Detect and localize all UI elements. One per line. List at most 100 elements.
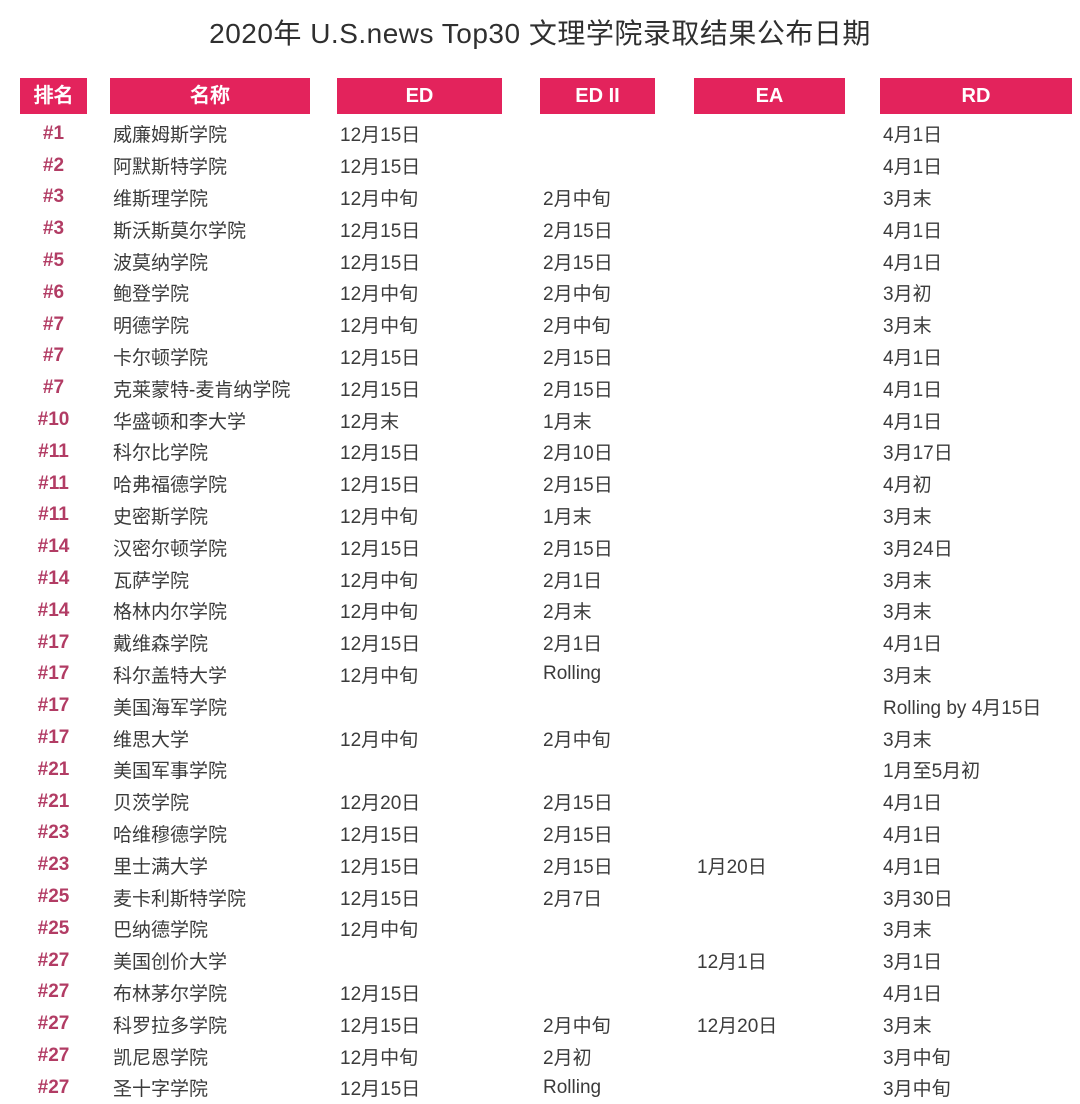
- table-row: #3 斯沃斯莫尔学院 12月15日 2月15日 4月1日: [20, 213, 1072, 245]
- cell-rank: #1: [42, 122, 65, 144]
- cell-edii: 2月15日: [543, 379, 613, 401]
- table-row: #25 麦卡利斯特学院 12月15日 2月7日 3月30日: [20, 881, 1072, 913]
- cell-rank: #10: [37, 409, 70, 431]
- cell-ed: 12月15日: [340, 856, 421, 878]
- cell-name: 科尔比学院: [113, 443, 209, 465]
- cell-rank: #14: [37, 568, 70, 590]
- cell-edii: 2月1日: [543, 634, 603, 656]
- column-header-name: 名称: [110, 78, 310, 114]
- cell-rd: 4月1日: [883, 347, 943, 369]
- cell-rank: #21: [37, 790, 70, 812]
- cell-rd: 4月1日: [883, 125, 943, 147]
- cell-ed: 12月中旬: [340, 506, 419, 528]
- cell-ed: 12月15日: [340, 220, 421, 242]
- cell-rank: #27: [37, 949, 70, 971]
- cell-name: 凯尼恩学院: [113, 1047, 209, 1069]
- cell-name: 布林茅尔学院: [113, 983, 228, 1005]
- cell-edii: 2月中旬: [543, 188, 611, 210]
- cell-name: 哈弗福德学院: [113, 475, 228, 497]
- cell-rd: 4月1日: [883, 157, 943, 179]
- cell-ed: 12月中旬: [340, 1047, 419, 1069]
- table-row: #6 鲍登学院 12月中旬 2月中旬 3月初: [20, 277, 1072, 309]
- cell-edii: 2月15日: [543, 793, 613, 815]
- cell-name: 鲍登学院: [113, 284, 190, 306]
- cell-rank: #11: [38, 440, 69, 462]
- cell-name: 巴纳德学院: [113, 920, 209, 942]
- table-row: #17 科尔盖特大学 12月中旬 Rolling 3月末: [20, 659, 1072, 691]
- cell-name: 华盛顿和李大学: [113, 411, 247, 433]
- cell-rd: Rolling by 4月15日: [883, 697, 1042, 719]
- table-row: #5 波莫纳学院 12月15日 2月15日 4月1日: [20, 245, 1072, 277]
- cell-ed: 12月15日: [340, 475, 421, 497]
- cell-rd: 3月1日: [883, 952, 943, 974]
- cell-name: 里士满大学: [113, 856, 209, 878]
- cell-name: 科尔盖特大学: [113, 665, 228, 687]
- column-header-ed: ED: [337, 78, 502, 114]
- cell-rd: 4月1日: [883, 411, 943, 433]
- cell-rd: 3月中旬: [883, 1047, 951, 1069]
- cell-edii: 2月中旬: [543, 729, 611, 751]
- cell-rank: #27: [37, 1076, 70, 1098]
- page-title: 2020年 U.S.news Top30 文理学院录取结果公布日期: [209, 18, 871, 49]
- cell-name: 戴维森学院: [113, 634, 209, 656]
- cell-rd: 4月1日: [883, 824, 943, 846]
- cell-rank: #11: [38, 504, 69, 526]
- table-row: #7 克莱蒙特-麦肯纳学院 12月15日 2月15日 4月1日: [20, 372, 1072, 404]
- table-row: #11 科尔比学院 12月15日 2月10日 3月17日: [20, 436, 1072, 468]
- cell-edii: 2月中旬: [543, 284, 611, 306]
- cell-rank: #14: [37, 536, 70, 558]
- cell-ed: 12月中旬: [340, 602, 419, 624]
- cell-ed: 12月中旬: [340, 665, 419, 687]
- cell-ed: 12月中旬: [340, 920, 419, 942]
- cell-name: 阿默斯特学院: [113, 157, 228, 179]
- table-row: #1 威廉姆斯学院 12月15日 4月1日: [20, 118, 1072, 150]
- cell-name: 格林内尔学院: [113, 602, 228, 624]
- cell-name: 科罗拉多学院: [113, 1015, 228, 1037]
- cell-name: 维斯理学院: [113, 188, 209, 210]
- cell-rd: 4月1日: [883, 983, 943, 1005]
- cell-rank: #25: [37, 917, 70, 939]
- table-row: #27 圣十字学院 12月15日 Rolling 3月中旬: [20, 1072, 1072, 1104]
- cell-name: 斯沃斯莫尔学院: [113, 220, 247, 242]
- cell-name: 明德学院: [113, 316, 190, 338]
- cell-edii: 2月15日: [543, 824, 613, 846]
- cell-rank: #7: [42, 345, 65, 367]
- table-row: #14 瓦萨学院 12月中旬 2月1日 3月末: [20, 563, 1072, 595]
- table-row: #2 阿默斯特学院 12月15日 4月1日: [20, 150, 1072, 182]
- cell-rd: 4月1日: [883, 220, 943, 242]
- cell-rank: #27: [37, 981, 70, 1003]
- cell-rank: #6: [42, 281, 65, 303]
- cell-ea: 1月20日: [697, 856, 767, 878]
- table-row: #17 戴维森学院 12月15日 2月1日 4月1日: [20, 627, 1072, 659]
- table-row: #23 里士满大学 12月15日 2月15日 1月20日 4月1日: [20, 849, 1072, 881]
- table-body: #1 威廉姆斯学院 12月15日 4月1日 #2 阿默斯特学院 12月15日 4月1日 #3 维斯…: [20, 118, 1072, 1104]
- table-row: #27 布林茅尔学院 12月15日 4月1日: [20, 977, 1072, 1009]
- cell-ed: 12月中旬: [340, 729, 419, 751]
- cell-ed: 12月15日: [340, 157, 421, 179]
- cell-ed: 12月15日: [340, 443, 421, 465]
- column-header-ea: EA: [694, 78, 845, 114]
- table-row: #7 明德学院 12月中旬 2月中旬 3月末: [20, 309, 1072, 341]
- cell-ed: 12月15日: [340, 1079, 421, 1101]
- cell-rd: 1月至5月初: [883, 761, 981, 783]
- cell-ed: 12月15日: [340, 888, 421, 910]
- cell-rank: #27: [37, 1045, 70, 1066]
- cell-name: 波莫纳学院: [113, 252, 209, 274]
- cell-ed: 12月15日: [340, 1015, 421, 1037]
- cell-edii: 1月末: [543, 411, 592, 433]
- cell-ed: 12月15日: [340, 252, 421, 274]
- cell-ed: 12月15日: [340, 125, 421, 147]
- cell-rd: 4月初: [883, 475, 932, 497]
- column-header-rd: RD: [880, 78, 1072, 114]
- cell-edii: 2月15日: [543, 538, 613, 560]
- cell-edii: 2月10日: [543, 443, 613, 465]
- table-header-row: 排名 名称 ED ED II EA RD: [20, 78, 1072, 114]
- cell-edii: 2月末: [543, 602, 592, 624]
- table-row: #10 华盛顿和李大学 12月末 1月末 4月1日: [20, 404, 1072, 436]
- table-row: #14 汉密尔顿学院 12月15日 2月15日 3月24日: [20, 531, 1072, 563]
- cell-rank: #17: [37, 631, 70, 653]
- cell-ed: 12月中旬: [340, 284, 419, 306]
- cell-rd: 3月17日: [883, 443, 953, 465]
- cell-name: 美国海军学院: [113, 697, 228, 719]
- cell-rank: #3: [42, 218, 65, 240]
